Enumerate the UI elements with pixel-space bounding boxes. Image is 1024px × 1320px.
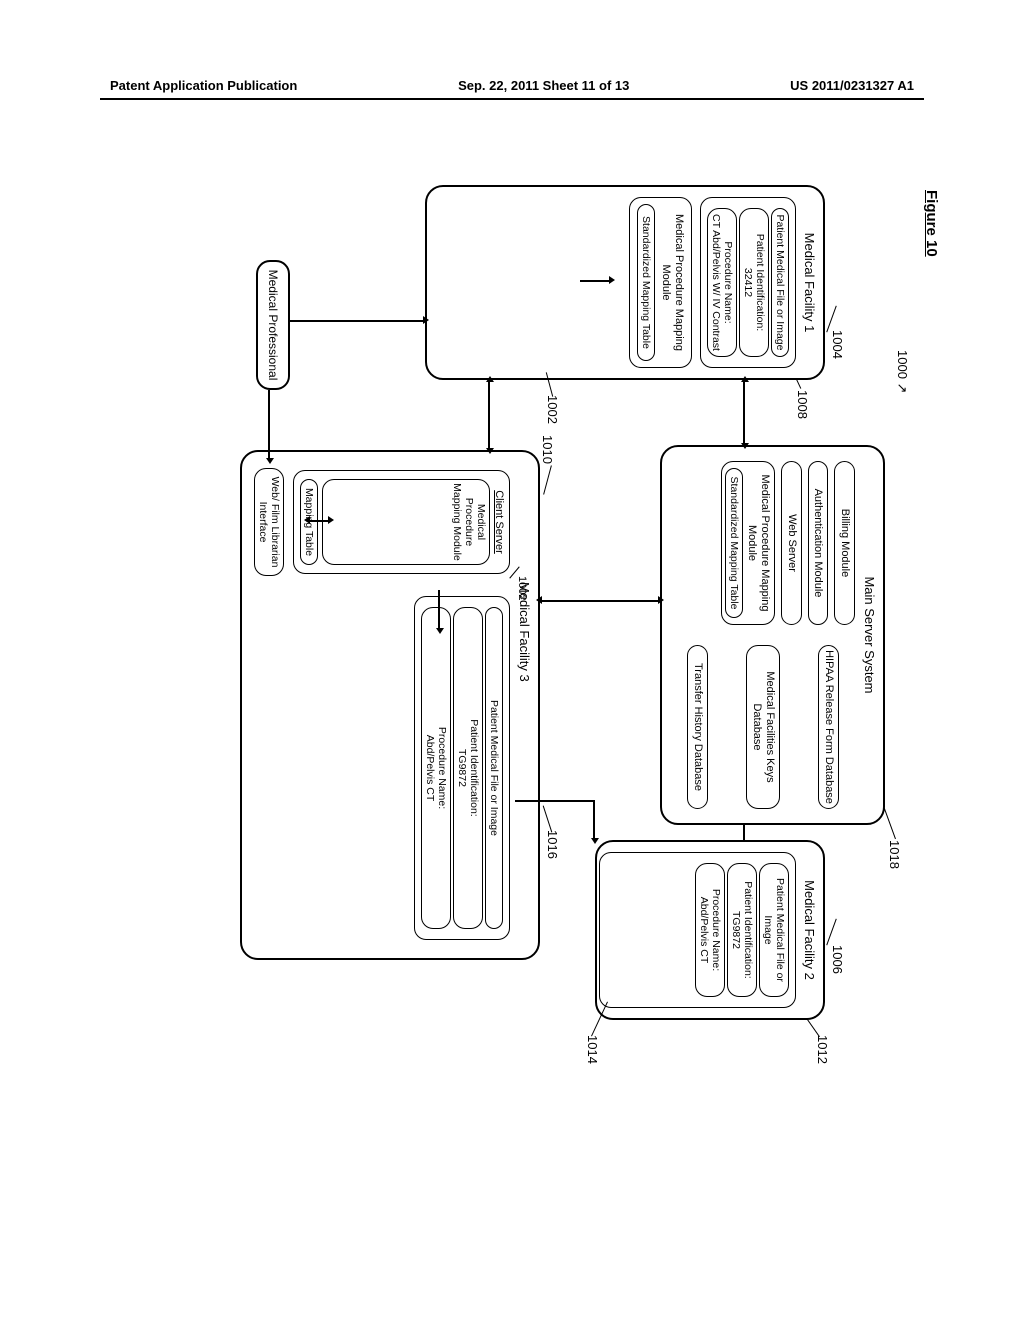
- lead-1018: [883, 806, 896, 839]
- line-mp-f3: [268, 390, 270, 460]
- arrow-f3-a-head1: [304, 516, 310, 524]
- billing-module: Billing Module: [834, 461, 855, 625]
- header-right: US 2011/0231327 A1: [790, 78, 914, 93]
- line-mp-f1: [290, 320, 425, 322]
- arrow-f1-main-r: [741, 443, 749, 449]
- line-f3-f2-v: [515, 800, 595, 802]
- arrow-f3-b-head: [436, 628, 444, 634]
- facility2-box: Medical Facility 2 Patient Medical File …: [595, 840, 825, 1020]
- lead-1016: [543, 806, 553, 833]
- f3-interface: Web/ Film Librarian Interface: [254, 468, 284, 576]
- facility2-file-group: Patient Medical File or Image Patient Id…: [599, 852, 796, 1008]
- ref-1002-f3: 1002: [516, 576, 528, 600]
- facility1-file-group: Patient Medical File or Image Patient Id…: [700, 197, 796, 368]
- lead-1004: [826, 306, 837, 333]
- arrow-f3-f2: [591, 838, 599, 844]
- ref-1000: 1000 ↗: [894, 350, 910, 393]
- arrow-f1-main-l: [741, 376, 749, 382]
- ref-1010: 1010: [540, 435, 555, 464]
- facility3-title: Medical Facility 3: [513, 452, 538, 958]
- arrow-f3-a: [308, 520, 330, 522]
- ref-1012: 1012: [815, 1035, 830, 1064]
- facility1-proc: Procedure Name:CT Abd/Pelvis W/ IV Contr…: [707, 208, 737, 357]
- main-server-title: Main Server System: [858, 447, 883, 823]
- mapping-module-outer: Medical Procedure Mapping Module Standar…: [721, 461, 775, 625]
- facility2-file: Patient Medical File or Image: [759, 863, 789, 997]
- arrow-f1-internal: [580, 280, 610, 282]
- arrow-f1-f3-l: [486, 376, 494, 382]
- facility2-proc: Procedure Name:Abd/Pelvis CT: [695, 863, 725, 997]
- arrow-main-f3-d: [536, 596, 542, 604]
- client-server-box: Client Server Medical Procedure Mapping …: [293, 470, 510, 574]
- facility3-proc: Procedure Name:Abd/Pelvis CT: [421, 607, 451, 929]
- facility2-id: Patient Identification:TG9872: [727, 863, 757, 997]
- facility3-id: Patient Identification:TG9872: [453, 607, 483, 929]
- arrow-f1-f3-r: [486, 448, 494, 454]
- facility3-file-group: Patient Medical File or Image Patient Id…: [414, 596, 510, 940]
- hipaa-db: HIPAA Release Form Database: [818, 645, 839, 809]
- mapping-table-inner: Standardized Mapping Table: [725, 468, 743, 618]
- figure-diagram: Figure 10 1000 ↗ 1018 Main Server System…: [90, 200, 930, 1000]
- header-center: Sep. 22, 2011 Sheet 11 of 13: [458, 78, 629, 93]
- f3-map-mod: Medical Procedure Mapping Module: [322, 479, 490, 565]
- medical-professional-box: Medical Professional: [256, 260, 290, 390]
- facility1-file: Patient Medical File or Image: [771, 208, 789, 357]
- web-server: Web Server: [781, 461, 802, 625]
- facility1-title: Medical Facility 1: [798, 187, 823, 378]
- facility1-mapping-table: Standardized Mapping Table: [637, 204, 655, 361]
- line-main-f3: [540, 600, 660, 602]
- arrow-f3-a-head2: [328, 516, 334, 524]
- arrow-mp-f1: [423, 316, 429, 324]
- header-left: Patent Application Publication: [110, 78, 297, 93]
- auth-module: Authentication Module: [808, 461, 829, 625]
- ref-1008: 1008: [795, 390, 810, 419]
- header-rule: [100, 98, 924, 100]
- ref-1018: 1018: [887, 840, 902, 869]
- main-server-box: Main Server System Billing Module Authen…: [660, 445, 885, 825]
- facility2-title: Medical Facility 2: [798, 842, 823, 1018]
- line-f1-main: [743, 380, 745, 445]
- facility1-box: Medical Facility 1 Patient Medical File …: [425, 185, 825, 380]
- facility1-mapping: Medical Procedure Mapping Module Standar…: [629, 197, 691, 368]
- arrow-f3-b: [438, 590, 440, 630]
- figure-label: Figure 10: [923, 190, 940, 257]
- lead-1006: [826, 919, 837, 946]
- arrow-f1-internal-head: [609, 276, 615, 284]
- line-f3-f2-h: [593, 800, 595, 840]
- line-main-f2: [743, 825, 745, 840]
- ref-1016: 1016: [545, 830, 560, 859]
- lead-1010: [543, 465, 552, 494]
- facility3-file: Patient Medical File or Image: [485, 607, 503, 929]
- arrow-mp-f3: [266, 458, 274, 464]
- ref-1002-f1: 1002: [545, 395, 560, 424]
- facility1-id: Patient Identification:32412: [739, 208, 769, 357]
- ref-1006: 1006: [830, 945, 845, 974]
- line-f1-f3: [488, 380, 490, 450]
- facility3-box: Medical Facility 3 Client Server Medical…: [240, 450, 540, 960]
- arrow-main-f3-u: [658, 596, 664, 604]
- history-db: Transfer History Database: [687, 645, 708, 809]
- keys-db: Medical Facilities Keys Database: [746, 645, 779, 809]
- page-header: Patent Application Publication Sep. 22, …: [0, 78, 1024, 93]
- ref-1014: 1014: [585, 1035, 600, 1064]
- ref-1004: 1004: [830, 330, 845, 359]
